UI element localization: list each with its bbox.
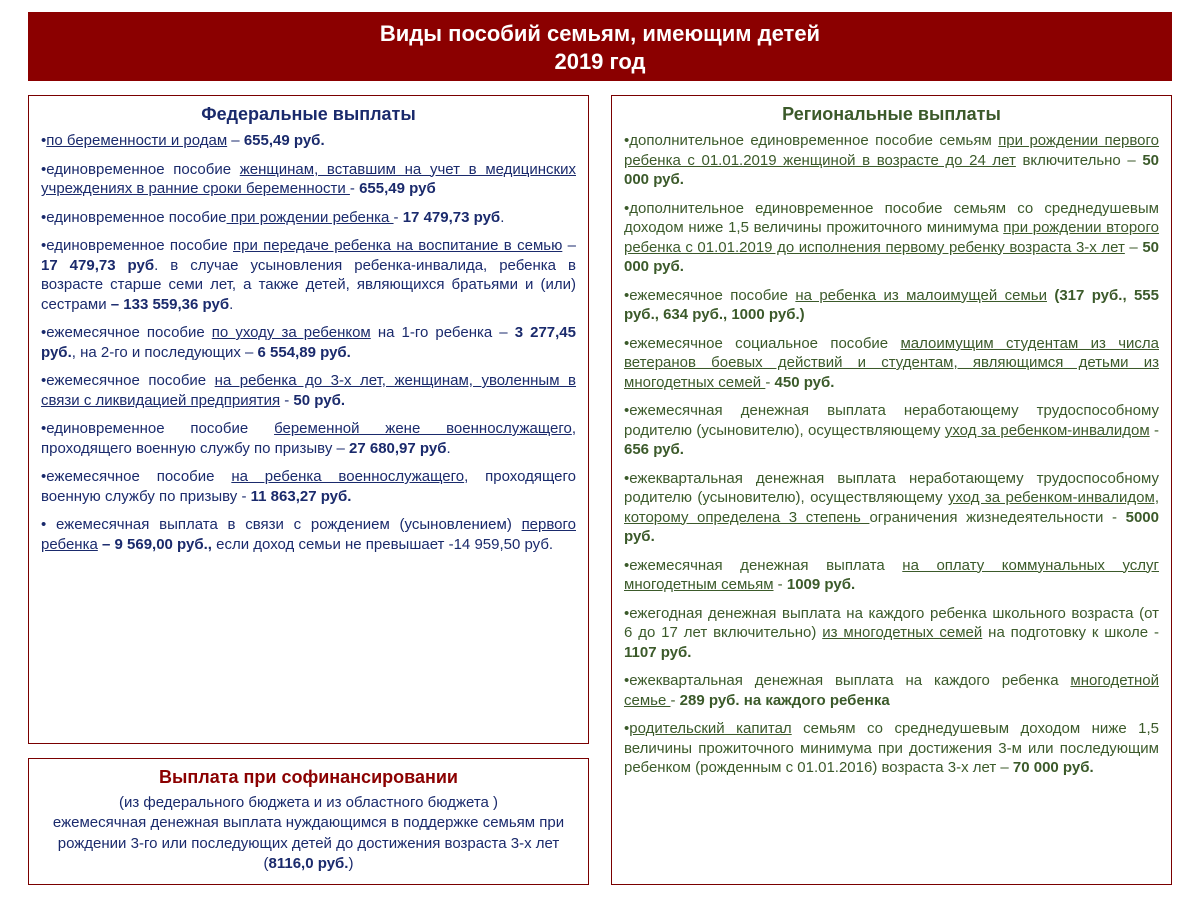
list-item: •по беременности и родам – 655,49 руб. bbox=[41, 131, 576, 151]
list-item: •ежемесячная денежная выплата неработающ… bbox=[624, 401, 1159, 460]
list-item: •единовременное пособие женщинам, вставш… bbox=[41, 160, 576, 199]
list-item: •родительский капитал семьям со среднеду… bbox=[624, 719, 1159, 778]
right-column: Региональные выплаты •дополнительное еди… bbox=[611, 95, 1172, 885]
list-item: •единовременное пособие при передаче реб… bbox=[41, 236, 576, 314]
header-line2: 2019 год bbox=[28, 48, 1172, 76]
list-item: •дополнительное единовременное пособие с… bbox=[624, 131, 1159, 190]
list-item: •ежемесячное социальное пособие малоимущ… bbox=[624, 334, 1159, 393]
list-item: •дополнительное единовременное пособие с… bbox=[624, 199, 1159, 277]
left-column: Федеральные выплаты •по беременности и р… bbox=[28, 95, 589, 885]
cofinance-subtitle: (из федерального бюджета и из областного… bbox=[41, 794, 576, 811]
federal-items: •по беременности и родам – 655,49 руб. •е… bbox=[41, 131, 576, 554]
list-item: •единовременное пособие беременной жене … bbox=[41, 419, 576, 458]
list-item: •ежегодная денежная выплата на каждого р… bbox=[624, 604, 1159, 663]
list-item: •ежеквартальная денежная выплата на кажд… bbox=[624, 671, 1159, 710]
list-item: •ежемесячное пособие на ребенка военносл… bbox=[41, 467, 576, 506]
cofinance-title: Выплата при софинансировании bbox=[41, 767, 576, 788]
header-line1: Виды пособий семьям, имеющим детей bbox=[28, 20, 1172, 48]
list-item: •ежемесячная денежная выплата на оплату … bbox=[624, 556, 1159, 595]
cofinance-box: Выплата при софинансировании (из федерал… bbox=[28, 758, 589, 885]
list-item: •ежемесячное пособие по уходу за ребенко… bbox=[41, 323, 576, 362]
regional-box: Региональные выплаты •дополнительное еди… bbox=[611, 95, 1172, 885]
list-item: •ежемесячное пособие на ребенка из малои… bbox=[624, 286, 1159, 325]
page-header: Виды пособий семьям, имеющим детей 2019 … bbox=[28, 12, 1172, 81]
regional-title: Региональные выплаты bbox=[624, 104, 1159, 125]
columns-container: Федеральные выплаты •по беременности и р… bbox=[28, 95, 1172, 885]
federal-title: Федеральные выплаты bbox=[41, 104, 576, 125]
federal-box: Федеральные выплаты •по беременности и р… bbox=[28, 95, 589, 744]
list-item: •ежеквартальная денежная выплата неработ… bbox=[624, 469, 1159, 547]
regional-items: •дополнительное единовременное пособие с… bbox=[624, 131, 1159, 778]
list-item: •единовременное пособие при рождении реб… bbox=[41, 208, 576, 228]
list-item: • ежемесячная выплата в связи с рождение… bbox=[41, 515, 576, 554]
list-item: •ежемесячное пособие на ребенка до 3-х л… bbox=[41, 371, 576, 410]
cofinance-body: ежемесячная денежная выплата нуждающимся… bbox=[41, 813, 576, 874]
